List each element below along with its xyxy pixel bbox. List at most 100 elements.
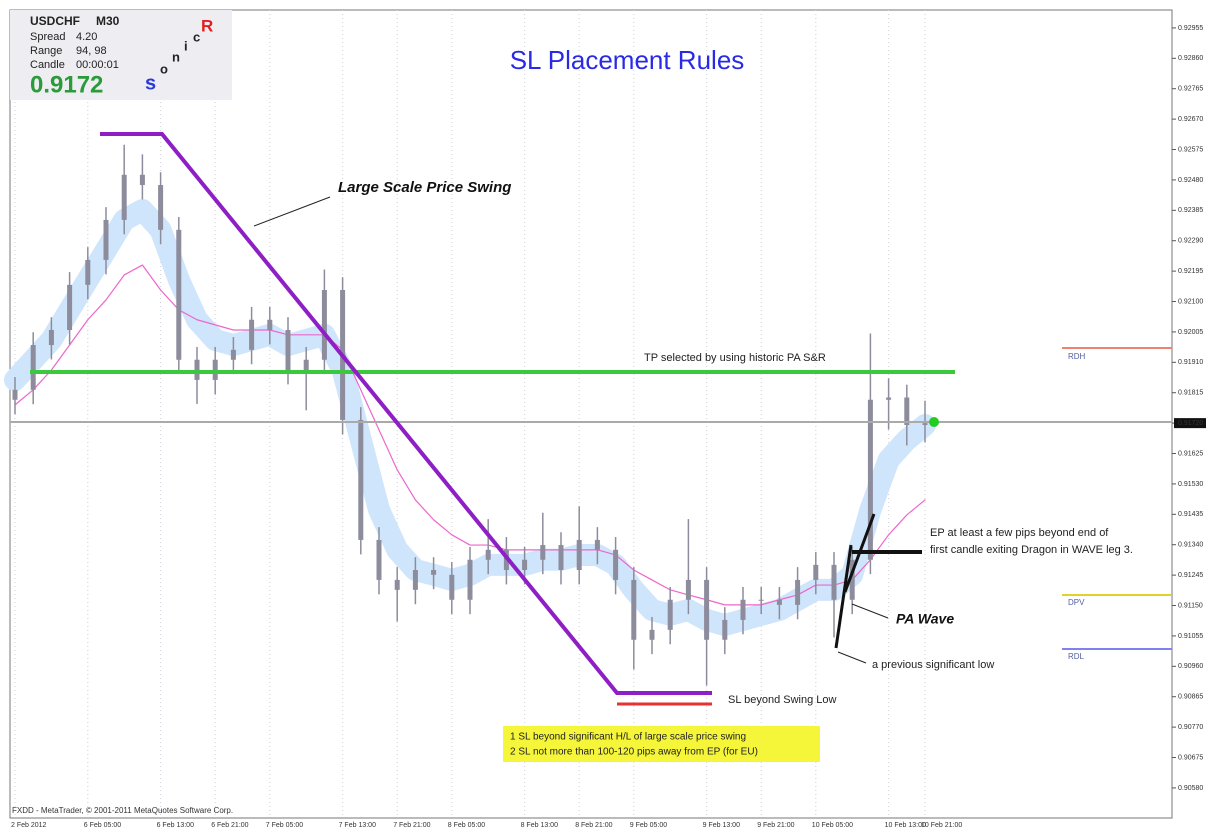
candle-body bbox=[904, 397, 910, 426]
candle-body bbox=[267, 319, 273, 330]
annotation: 2 SL not more than 100-120 pips away fro… bbox=[510, 747, 758, 758]
candle-body bbox=[522, 559, 528, 570]
x-tick-label: 10 Feb 05:00 bbox=[812, 822, 853, 829]
candle-body bbox=[194, 359, 200, 380]
candle-body bbox=[649, 629, 655, 640]
candle-body bbox=[303, 359, 309, 370]
y-tick-label: 0.92670 bbox=[1178, 116, 1203, 123]
x-tick-label: 8 Feb 21:00 bbox=[575, 822, 612, 829]
x-tick-label: 7 Feb 13:00 bbox=[339, 822, 376, 829]
logo-letter: i bbox=[184, 38, 188, 53]
candle-body bbox=[558, 545, 564, 570]
candle-body bbox=[831, 564, 837, 600]
candle-body bbox=[758, 599, 764, 601]
candle-body bbox=[431, 570, 437, 575]
annotation: first candle exiting Dragon in WAVE leg … bbox=[930, 544, 1133, 556]
bid-marker bbox=[1174, 418, 1206, 429]
y-tick-label: 0.91910 bbox=[1178, 359, 1203, 366]
candle-body bbox=[158, 185, 164, 230]
y-tick-label: 0.92765 bbox=[1178, 86, 1203, 93]
y-tick-label: 0.92860 bbox=[1178, 55, 1203, 62]
y-tick-label: 0.90580 bbox=[1178, 785, 1203, 792]
candle-body bbox=[285, 330, 291, 370]
candle-body bbox=[48, 330, 54, 346]
candle-body bbox=[631, 579, 637, 640]
y-tick-label: 0.90865 bbox=[1178, 694, 1203, 701]
candle-body bbox=[467, 559, 473, 600]
logo-letter: c bbox=[193, 29, 200, 44]
leader bbox=[253, 196, 331, 227]
spread: 4.20 bbox=[76, 31, 97, 43]
candle-body bbox=[230, 349, 236, 360]
candle-body bbox=[321, 290, 327, 360]
x-tick-label: 6 Feb 21:00 bbox=[211, 822, 248, 829]
candle-body bbox=[12, 389, 18, 400]
candle-body bbox=[540, 545, 546, 560]
level-label: RDL bbox=[1068, 652, 1085, 661]
candle-body bbox=[849, 559, 855, 600]
wave-line bbox=[834, 544, 853, 649]
rules-box bbox=[503, 726, 820, 762]
y-tick-label: 0.92195 bbox=[1178, 268, 1203, 275]
candle-body bbox=[249, 319, 255, 350]
candle-label: Candle bbox=[30, 59, 65, 71]
candle-body bbox=[212, 359, 218, 380]
annotation: PA Wave bbox=[896, 611, 954, 627]
x-tick-label: 9 Feb 21:00 bbox=[757, 822, 794, 829]
candle-body bbox=[376, 539, 382, 580]
y-tick-label: 0.92955 bbox=[1178, 25, 1203, 32]
logo-letter: s bbox=[145, 72, 156, 94]
y-tick-label: 0.90770 bbox=[1178, 724, 1203, 731]
plot-frame bbox=[9, 9, 1173, 819]
candle-body bbox=[776, 599, 782, 605]
y-tick-label: 0.91150 bbox=[1178, 602, 1203, 609]
x-tick-label: 10 Feb 13:00 bbox=[885, 822, 926, 829]
y-tick-label: 0.92480 bbox=[1178, 177, 1203, 184]
y-tick-label: 0.90675 bbox=[1178, 754, 1203, 761]
bid-dot bbox=[929, 417, 939, 427]
leader bbox=[851, 603, 889, 619]
logo-letter: o bbox=[160, 61, 168, 76]
candle-body bbox=[667, 599, 673, 630]
candle-body bbox=[813, 564, 819, 580]
candle-body bbox=[613, 549, 619, 580]
level-label: DPV bbox=[1068, 598, 1085, 607]
candle-body bbox=[176, 229, 182, 360]
spread-label: Spread bbox=[30, 31, 65, 43]
y-tick-label: 0.92290 bbox=[1178, 238, 1203, 245]
y-tick-label: 0.91340 bbox=[1178, 542, 1203, 549]
annotation: SL beyond Swing Low bbox=[728, 694, 836, 706]
bid-price: 0.9172 bbox=[30, 71, 103, 98]
y-axis: 2 Feb 2012 6 Feb 05:00 6 Feb 13:00 6 Feb 21… bbox=[11, 25, 1206, 829]
footer: FXDD - MetaTrader, © 2001-2011 MetaQuote… bbox=[12, 806, 233, 815]
candle-body bbox=[30, 345, 36, 390]
x-tick-label: 7 Feb 21:00 bbox=[393, 822, 430, 829]
x-tick-label: 9 Feb 13:00 bbox=[703, 822, 740, 829]
x-tick-label: 2 Feb 2012 bbox=[11, 822, 47, 829]
chart-title: SL Placement Rules bbox=[510, 45, 745, 75]
y-tick-label: 0.91435 bbox=[1178, 511, 1203, 518]
y-tick-label: 0.91815 bbox=[1178, 390, 1203, 397]
x-tick-label: 10 Feb 21:00 bbox=[921, 822, 962, 829]
candle-body bbox=[67, 284, 73, 330]
candle-body bbox=[867, 399, 873, 560]
y-tick-label: 0.91530 bbox=[1178, 481, 1203, 488]
annotation: Large Scale Price Swing bbox=[338, 179, 511, 196]
leader bbox=[837, 651, 867, 664]
candle-body bbox=[394, 579, 400, 590]
candle-timer: 00:00:01 bbox=[76, 59, 119, 71]
candle-body bbox=[722, 619, 728, 640]
y-tick-label: 0.91625 bbox=[1178, 450, 1203, 457]
candle-body bbox=[704, 579, 710, 640]
level-label: RDH bbox=[1068, 352, 1086, 361]
y-tick-label: 0.92005 bbox=[1178, 329, 1203, 336]
x-tick-label: 6 Feb 05:00 bbox=[84, 822, 121, 829]
candle-body bbox=[922, 423, 928, 426]
x-tick-label: 8 Feb 13:00 bbox=[521, 822, 558, 829]
logo-letter: n bbox=[172, 49, 180, 64]
annotation: a previous significant low bbox=[872, 659, 994, 671]
info-panel bbox=[10, 10, 232, 100]
y-tick-label: 0.92385 bbox=[1178, 207, 1203, 214]
